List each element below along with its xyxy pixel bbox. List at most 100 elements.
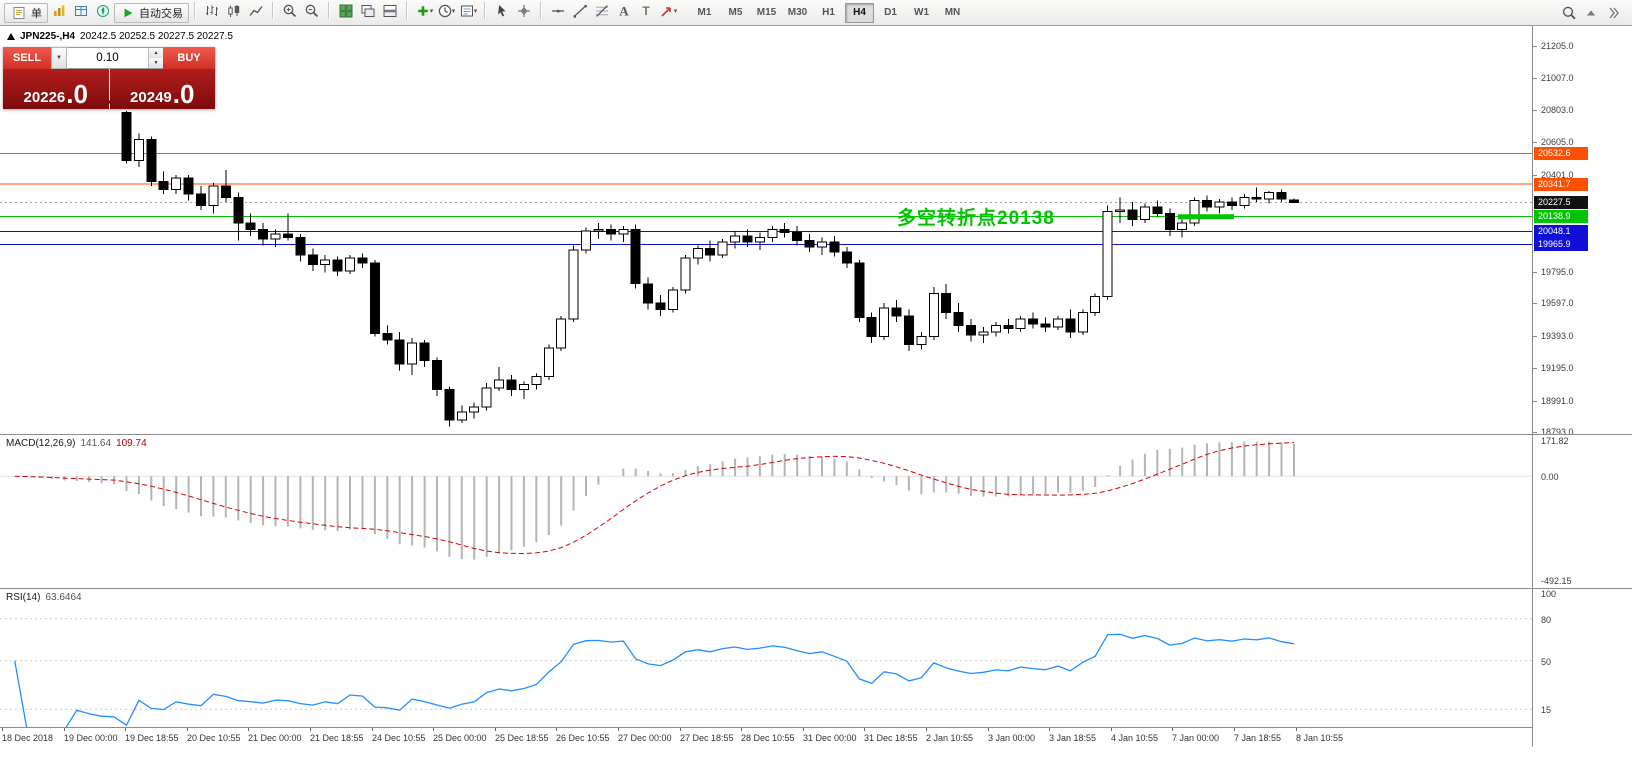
cursor-icon[interactable] <box>492 1 512 21</box>
time-tick <box>680 728 681 731</box>
new-order-button[interactable]: 单 <box>4 2 48 23</box>
toolbar-separator <box>194 2 196 19</box>
order-type-dropdown[interactable]: ▼ <box>51 47 67 69</box>
time-axis-label: 31 Dec 18:55 <box>864 733 918 743</box>
fibonacci-icon[interactable] <box>592 1 612 21</box>
time-tick <box>248 728 249 731</box>
chart-scroll-icon[interactable] <box>1581 3 1601 23</box>
rsi-panel-canvas[interactable] <box>0 588 1532 727</box>
price-tick <box>1533 336 1537 337</box>
chart-text-annotation[interactable]: 多空转折点20138 <box>897 208 1055 229</box>
panel-resize-handle-rsi[interactable] <box>0 588 1632 589</box>
time-axis-label: 25 Dec 00:00 <box>433 733 487 743</box>
toolbar-separator <box>328 2 330 19</box>
time-tick <box>926 728 927 731</box>
rsi-scale-label: 80 <box>1541 615 1552 625</box>
time-axis[interactable]: 18 Dec 2018 19 Dec 00:00 19 Dec 18:55 20 De… <box>0 727 1532 748</box>
volume-value[interactable]: 0.10 <box>96 52 119 64</box>
buy-button[interactable]: BUY <box>163 47 215 69</box>
add-indicator-dropdown-caret[interactable]: ▾ <box>429 8 434 15</box>
price-axis-label: 19195.0 <box>1541 363 1574 373</box>
macd-panel-canvas[interactable] <box>0 434 1532 588</box>
data-window-icon[interactable] <box>71 1 91 21</box>
time-tick <box>1049 728 1050 731</box>
time-tick <box>864 728 865 731</box>
cascade-windows-icon[interactable] <box>358 1 378 21</box>
timeframe-m1-button[interactable]: M1 <box>697 7 712 18</box>
zoom-in-icon[interactable] <box>280 1 300 21</box>
arrange-windows-icon[interactable] <box>380 1 400 21</box>
market-watch-icon[interactable] <box>49 1 69 21</box>
price-tick <box>1533 272 1537 273</box>
templates-dropdown-caret[interactable]: ▾ <box>473 8 478 15</box>
time-tick <box>618 728 619 731</box>
chart-bars-icon[interactable] <box>202 1 222 21</box>
autotrading-button[interactable]: 自动交易 <box>114 2 189 23</box>
price-axis-label: 18793.0 <box>1541 427 1574 437</box>
chart-candles-icon[interactable] <box>224 1 244 21</box>
time-axis-label: 3 Jan 00:00 <box>988 733 1036 743</box>
price-level-badge: 20048.1 <box>1534 225 1588 238</box>
buy-price-main: 20249 <box>130 89 172 106</box>
volume-field[interactable]: 0.10 ▲ ▼ <box>67 47 163 69</box>
time-axis-label: 28 Dec 10:55 <box>741 733 795 743</box>
timeframe-toolbar: M1 M5 M15 M30 H1 H4 D1 W1 MN <box>689 2 968 23</box>
timeframe-mn-button[interactable]: MN <box>944 7 961 18</box>
price-tick <box>1533 432 1537 433</box>
price-axis[interactable]: 21205.0 21007.0 20803.0 20605.0 20401.0 19795… <box>1533 26 1632 747</box>
arrows-dropdown-caret[interactable]: ▾ <box>673 8 678 15</box>
buy-price-display[interactable]: 20249 .0 <box>109 69 215 110</box>
sell-price-display[interactable]: 20226 .0 <box>3 69 109 109</box>
price-axis-border <box>1532 26 1533 747</box>
price-axis-label: 19795.0 <box>1541 267 1574 277</box>
chart-line-icon[interactable] <box>246 1 266 21</box>
time-axis-label: 26 Dec 10:55 <box>556 733 610 743</box>
time-axis-label: 2 Jan 10:55 <box>926 733 974 743</box>
trendline-icon[interactable] <box>570 1 590 21</box>
volume-up-button[interactable]: ▲ <box>149 48 163 58</box>
periods-dropdown-caret[interactable]: ▾ <box>451 8 456 15</box>
price-axis-label: 20401.0 <box>1541 170 1574 180</box>
arrows-icon[interactable]: ▾ <box>658 1 678 21</box>
sell-price-fraction: .0 <box>66 79 88 110</box>
volume-down-button[interactable]: ▼ <box>149 58 163 68</box>
volume-stepper: ▲ ▼ <box>148 48 163 68</box>
time-tick <box>1234 728 1235 731</box>
price-level-badge: 19965.9 <box>1534 238 1588 251</box>
templates-icon[interactable]: ▾ <box>458 1 478 21</box>
label-icon[interactable]: T <box>636 1 656 21</box>
price-axis-label: 19393.0 <box>1541 331 1574 341</box>
tile-windows-icon[interactable] <box>336 1 356 21</box>
price-tick <box>1533 46 1537 47</box>
timeframe-m5-button[interactable]: M5 <box>728 7 743 18</box>
search-icon[interactable] <box>1559 3 1579 23</box>
zoom-out-icon[interactable] <box>302 1 322 21</box>
timeframe-h4-button[interactable]: H4 <box>845 2 874 23</box>
crosshair-icon[interactable] <box>514 1 534 21</box>
macd-scale-zero: 0.00 <box>1541 472 1559 482</box>
buy-price-fraction: .0 <box>172 79 195 110</box>
timeframe-h1-button[interactable]: H1 <box>822 7 835 18</box>
timeframe-d1-button[interactable]: D1 <box>884 7 897 18</box>
timeframe-m15-button[interactable]: M15 <box>756 7 777 18</box>
toolbar-overflow-icon[interactable] <box>1603 3 1623 23</box>
timeframe-m30-button[interactable]: M30 <box>787 7 808 18</box>
toolbar-icon-group-left <box>48 1 114 24</box>
rsi-value: 63.6464 <box>45 592 82 603</box>
panel-resize-handle-macd[interactable] <box>0 434 1632 435</box>
text-icon[interactable]: A <box>614 1 634 21</box>
time-axis-label: 31 Dec 00:00 <box>803 733 857 743</box>
macd-label: MACD(12,26,9) 141.64 109.74 <box>6 438 147 449</box>
add-indicator-icon[interactable]: ▾ <box>414 1 434 21</box>
sell-price-main: 20226 <box>23 89 66 106</box>
sell-button[interactable]: SELL <box>3 47 51 69</box>
toolbar-right-icons <box>1558 3 1624 23</box>
navigator-icon[interactable] <box>93 1 113 21</box>
horizontal-line-icon[interactable] <box>548 1 568 21</box>
rsi-scale-label: 15 <box>1541 705 1552 715</box>
toolbar-separator <box>484 2 486 19</box>
rsi-scale-label: 100 <box>1541 589 1557 599</box>
timeframe-w1-button[interactable]: W1 <box>914 7 929 18</box>
price-chart-canvas[interactable] <box>0 26 1532 434</box>
periods-icon[interactable]: ▾ <box>436 1 456 21</box>
